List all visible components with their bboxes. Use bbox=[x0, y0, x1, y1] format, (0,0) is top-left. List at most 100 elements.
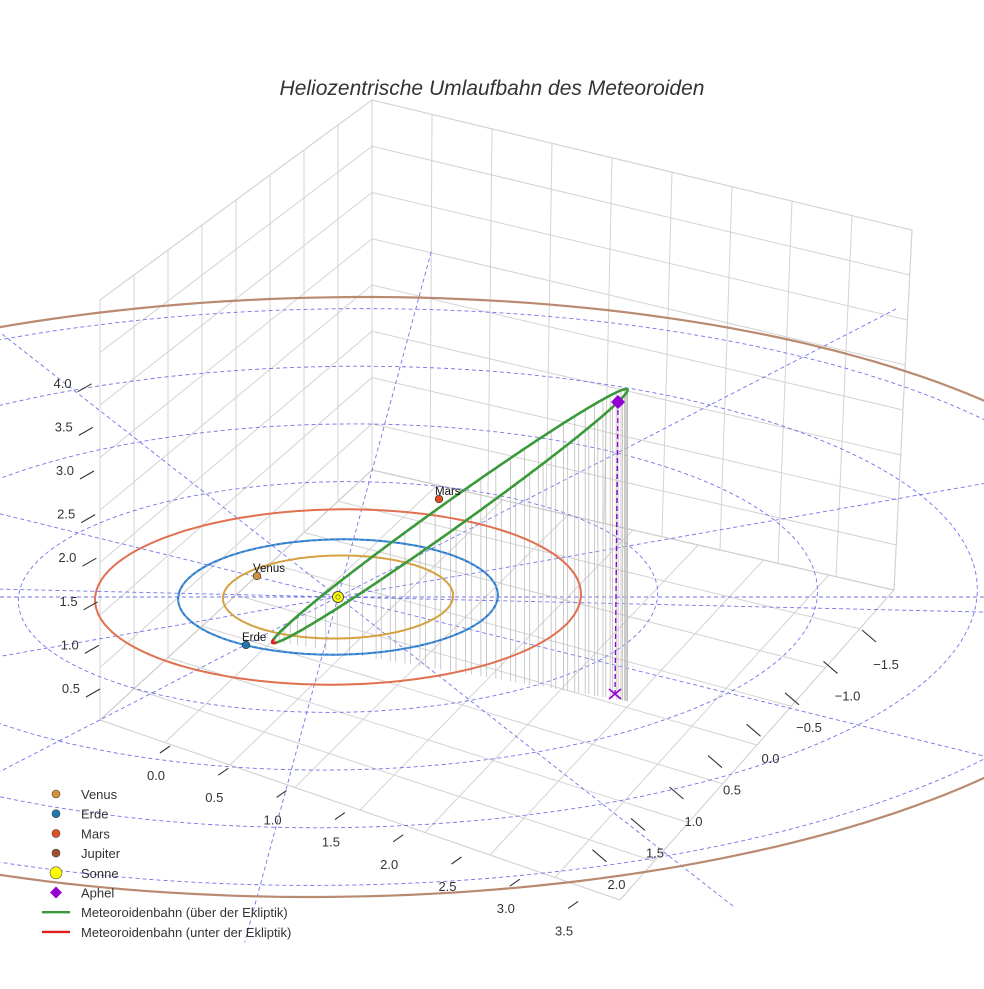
y-tick-mark bbox=[746, 723, 761, 737]
ecliptic-grid-ring bbox=[17, 481, 659, 713]
planet-marker-venus bbox=[252, 571, 262, 581]
legend-label: Jupiter bbox=[81, 846, 121, 861]
sun-marker bbox=[332, 591, 344, 603]
y-tick-label: 2.0 bbox=[607, 877, 625, 892]
left-pane-gridline bbox=[99, 192, 373, 406]
left-pane-gridline bbox=[99, 284, 373, 511]
ecliptic-grid-spoke bbox=[0, 483, 984, 657]
y-tick-mark bbox=[707, 755, 723, 769]
x-tick-mark bbox=[334, 812, 346, 821]
x-tick-mark bbox=[159, 745, 171, 754]
aphel-marker bbox=[611, 395, 625, 409]
aphel-ecliptic-mark bbox=[608, 688, 622, 700]
orbit-jupiter bbox=[0, 295, 984, 899]
planet-label-erde: Erde bbox=[242, 632, 266, 644]
x-tick-label: 2.5 bbox=[438, 879, 456, 894]
x-tick-label: 0.5 bbox=[205, 790, 223, 805]
back-pane-gridline bbox=[371, 99, 913, 231]
planet-marker-mars bbox=[434, 494, 444, 504]
y-tick-mark bbox=[630, 817, 646, 831]
aphel-drop-line bbox=[614, 401, 619, 695]
floor-gridline bbox=[554, 574, 830, 878]
legend-label: Meteoroidenbahn (unter der Ekliptik) bbox=[81, 925, 291, 940]
orbit-erde-overlay bbox=[177, 538, 499, 656]
x-tick-label: 3.0 bbox=[497, 901, 515, 916]
y-tick-mark bbox=[784, 692, 800, 706]
z-tick-mark bbox=[77, 383, 92, 393]
legend-label: Erde bbox=[81, 807, 108, 822]
back-pane-gridline bbox=[371, 238, 906, 366]
y-tick-mark bbox=[669, 786, 684, 800]
chart-title: Heliozentrische Umlaufbahn des Meteoroid… bbox=[280, 77, 705, 100]
legend-item: Jupiter bbox=[51, 846, 121, 861]
planet-label-mars: Mars bbox=[435, 486, 461, 498]
markers: Venus Erde Mars bbox=[241, 395, 625, 700]
z-tick-mark bbox=[82, 557, 97, 567]
ecliptic-grid-spoke bbox=[0, 513, 984, 757]
z-tick-label: 4.0 bbox=[54, 376, 72, 391]
x-tick-mark bbox=[567, 900, 579, 909]
legend-swatch bbox=[51, 789, 61, 799]
legend-swatch bbox=[51, 809, 61, 819]
z-tick-mark bbox=[78, 426, 94, 436]
floor-pane bbox=[99, 469, 895, 901]
x-tick-mark bbox=[392, 834, 404, 843]
legend-item: Aphel bbox=[50, 886, 114, 901]
back-pane-gridline bbox=[371, 423, 897, 546]
x-tick-label: 1.0 bbox=[264, 812, 282, 827]
z-tick-label: 1.0 bbox=[61, 637, 79, 652]
x-tick-label: 3.5 bbox=[555, 923, 573, 938]
legend-item: Mars bbox=[51, 826, 110, 841]
orbit-mars bbox=[93, 508, 583, 686]
left-pane-gridline bbox=[99, 238, 373, 458]
floor-gridline bbox=[229, 499, 503, 766]
legend: Venus Erde Mars Jupiter Sonne Aphel Meteoroide… bbox=[42, 787, 291, 940]
z-tick-label: 1.5 bbox=[60, 594, 78, 609]
back-pane-gridline bbox=[371, 284, 904, 411]
y-tick-label: −0.5 bbox=[796, 720, 822, 735]
legend-item: Sonne bbox=[49, 866, 119, 881]
floor-gridline bbox=[489, 559, 764, 856]
y-tick-label: −1.5 bbox=[873, 657, 899, 672]
legend-swatch bbox=[51, 829, 61, 838]
ecliptic-grid-ring bbox=[0, 365, 978, 829]
ecliptic-grid bbox=[0, 251, 984, 943]
z-tick-label: 0.5 bbox=[62, 681, 80, 696]
planet-label-venus: Venus bbox=[253, 563, 285, 575]
y-tick-label: 0.0 bbox=[761, 751, 779, 766]
x-tick-label: 2.0 bbox=[380, 857, 398, 872]
legend-item: Meteoroidenbahn (über der Ekliptik) bbox=[42, 905, 288, 920]
y-tick-mark bbox=[861, 629, 877, 643]
left-pane-gridline bbox=[99, 377, 373, 616]
back-pane-gridline bbox=[371, 330, 901, 456]
legend-label: Aphel bbox=[81, 886, 114, 901]
legend-swatch bbox=[51, 848, 61, 858]
sun-marker-core bbox=[335, 594, 341, 600]
z-tick-label: 3.5 bbox=[55, 419, 73, 434]
y-tick-label: −1.0 bbox=[835, 688, 861, 703]
meteoroid-paths bbox=[271, 387, 629, 645]
back-pane-gridline bbox=[371, 377, 899, 501]
legend-label: Venus bbox=[81, 787, 118, 802]
y-tick-label: 1.0 bbox=[684, 814, 702, 829]
planet-marker-erde bbox=[241, 640, 251, 650]
x-tick-label: 1.5 bbox=[322, 835, 340, 850]
ecliptic-grid-ring bbox=[0, 308, 984, 886]
left-pane-gridline bbox=[99, 330, 373, 563]
y-tick-label: 0.5 bbox=[723, 783, 741, 798]
x-tick-label: 0.0 bbox=[147, 768, 165, 783]
y-tick-mark bbox=[592, 849, 607, 863]
y-tick-label: 1.5 bbox=[646, 845, 664, 860]
x-tick-mark bbox=[509, 878, 521, 887]
axis-panes bbox=[99, 99, 913, 901]
back-pane-gridline bbox=[371, 145, 910, 276]
floor-gridline bbox=[359, 529, 634, 811]
z-tick-mark bbox=[83, 601, 98, 611]
left-pane-gridline bbox=[99, 145, 373, 353]
x-tick-mark bbox=[217, 767, 229, 776]
legend-label: Mars bbox=[81, 826, 110, 841]
legend-label: Meteoroidenbahn (über der Ekliptik) bbox=[81, 905, 288, 920]
x-tick-mark bbox=[451, 856, 462, 865]
